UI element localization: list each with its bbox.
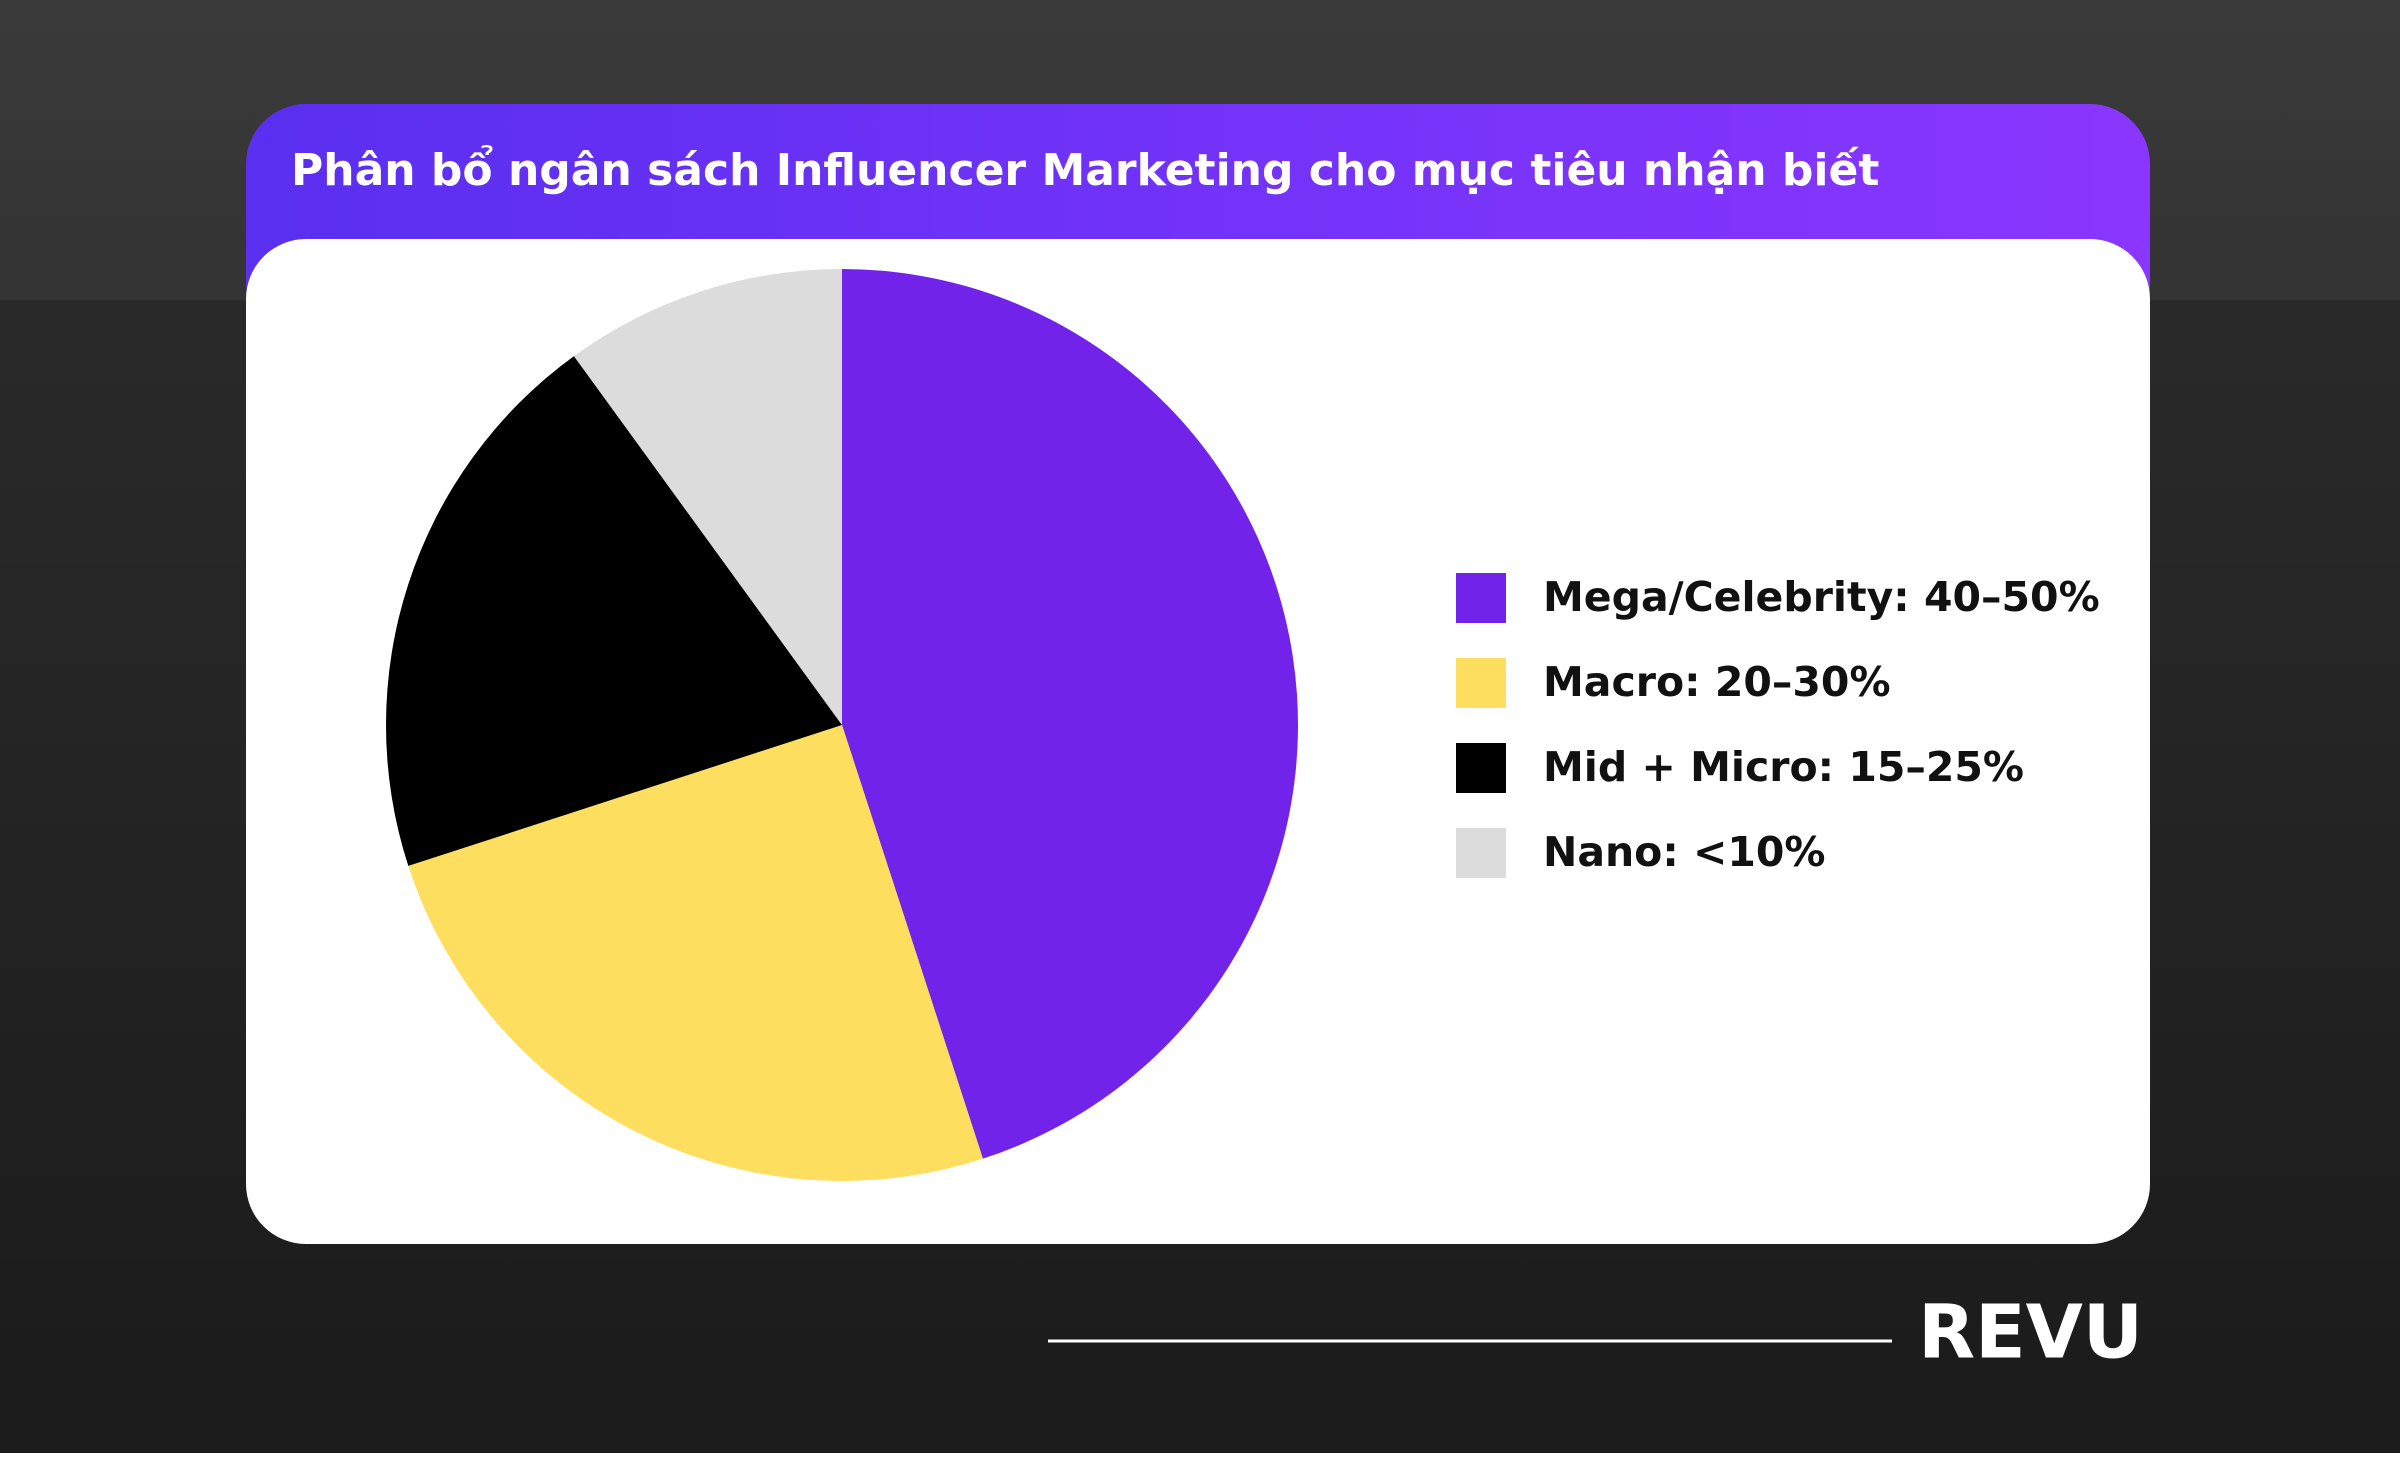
legend-swatch	[1456, 828, 1506, 878]
legend-label: Macro: 20–30%	[1543, 658, 1891, 706]
brand-logo: REVU	[1918, 1290, 2143, 1376]
legend-swatch	[1456, 573, 1506, 623]
pie-slice	[408, 725, 983, 1181]
legend-swatch	[1456, 658, 1506, 708]
legend-label: Mid + Micro: 15–25%	[1543, 743, 2024, 791]
pie	[386, 269, 1298, 1181]
legend: Mega/Celebrity: 40–50% Macro: 20–30% Mid +…	[1456, 573, 2100, 878]
chart-title: Phân bổ ngân sách Influencer Marketing c…	[291, 144, 1879, 196]
pie-slice	[386, 356, 842, 866]
pie-slice	[573, 269, 842, 725]
legend-label: Nano: <10%	[1543, 828, 1826, 876]
legend-label: Mega/Celebrity: 40–50%	[1543, 573, 2100, 621]
pie-slice	[842, 269, 1298, 1159]
legend-swatch	[1456, 743, 1506, 793]
